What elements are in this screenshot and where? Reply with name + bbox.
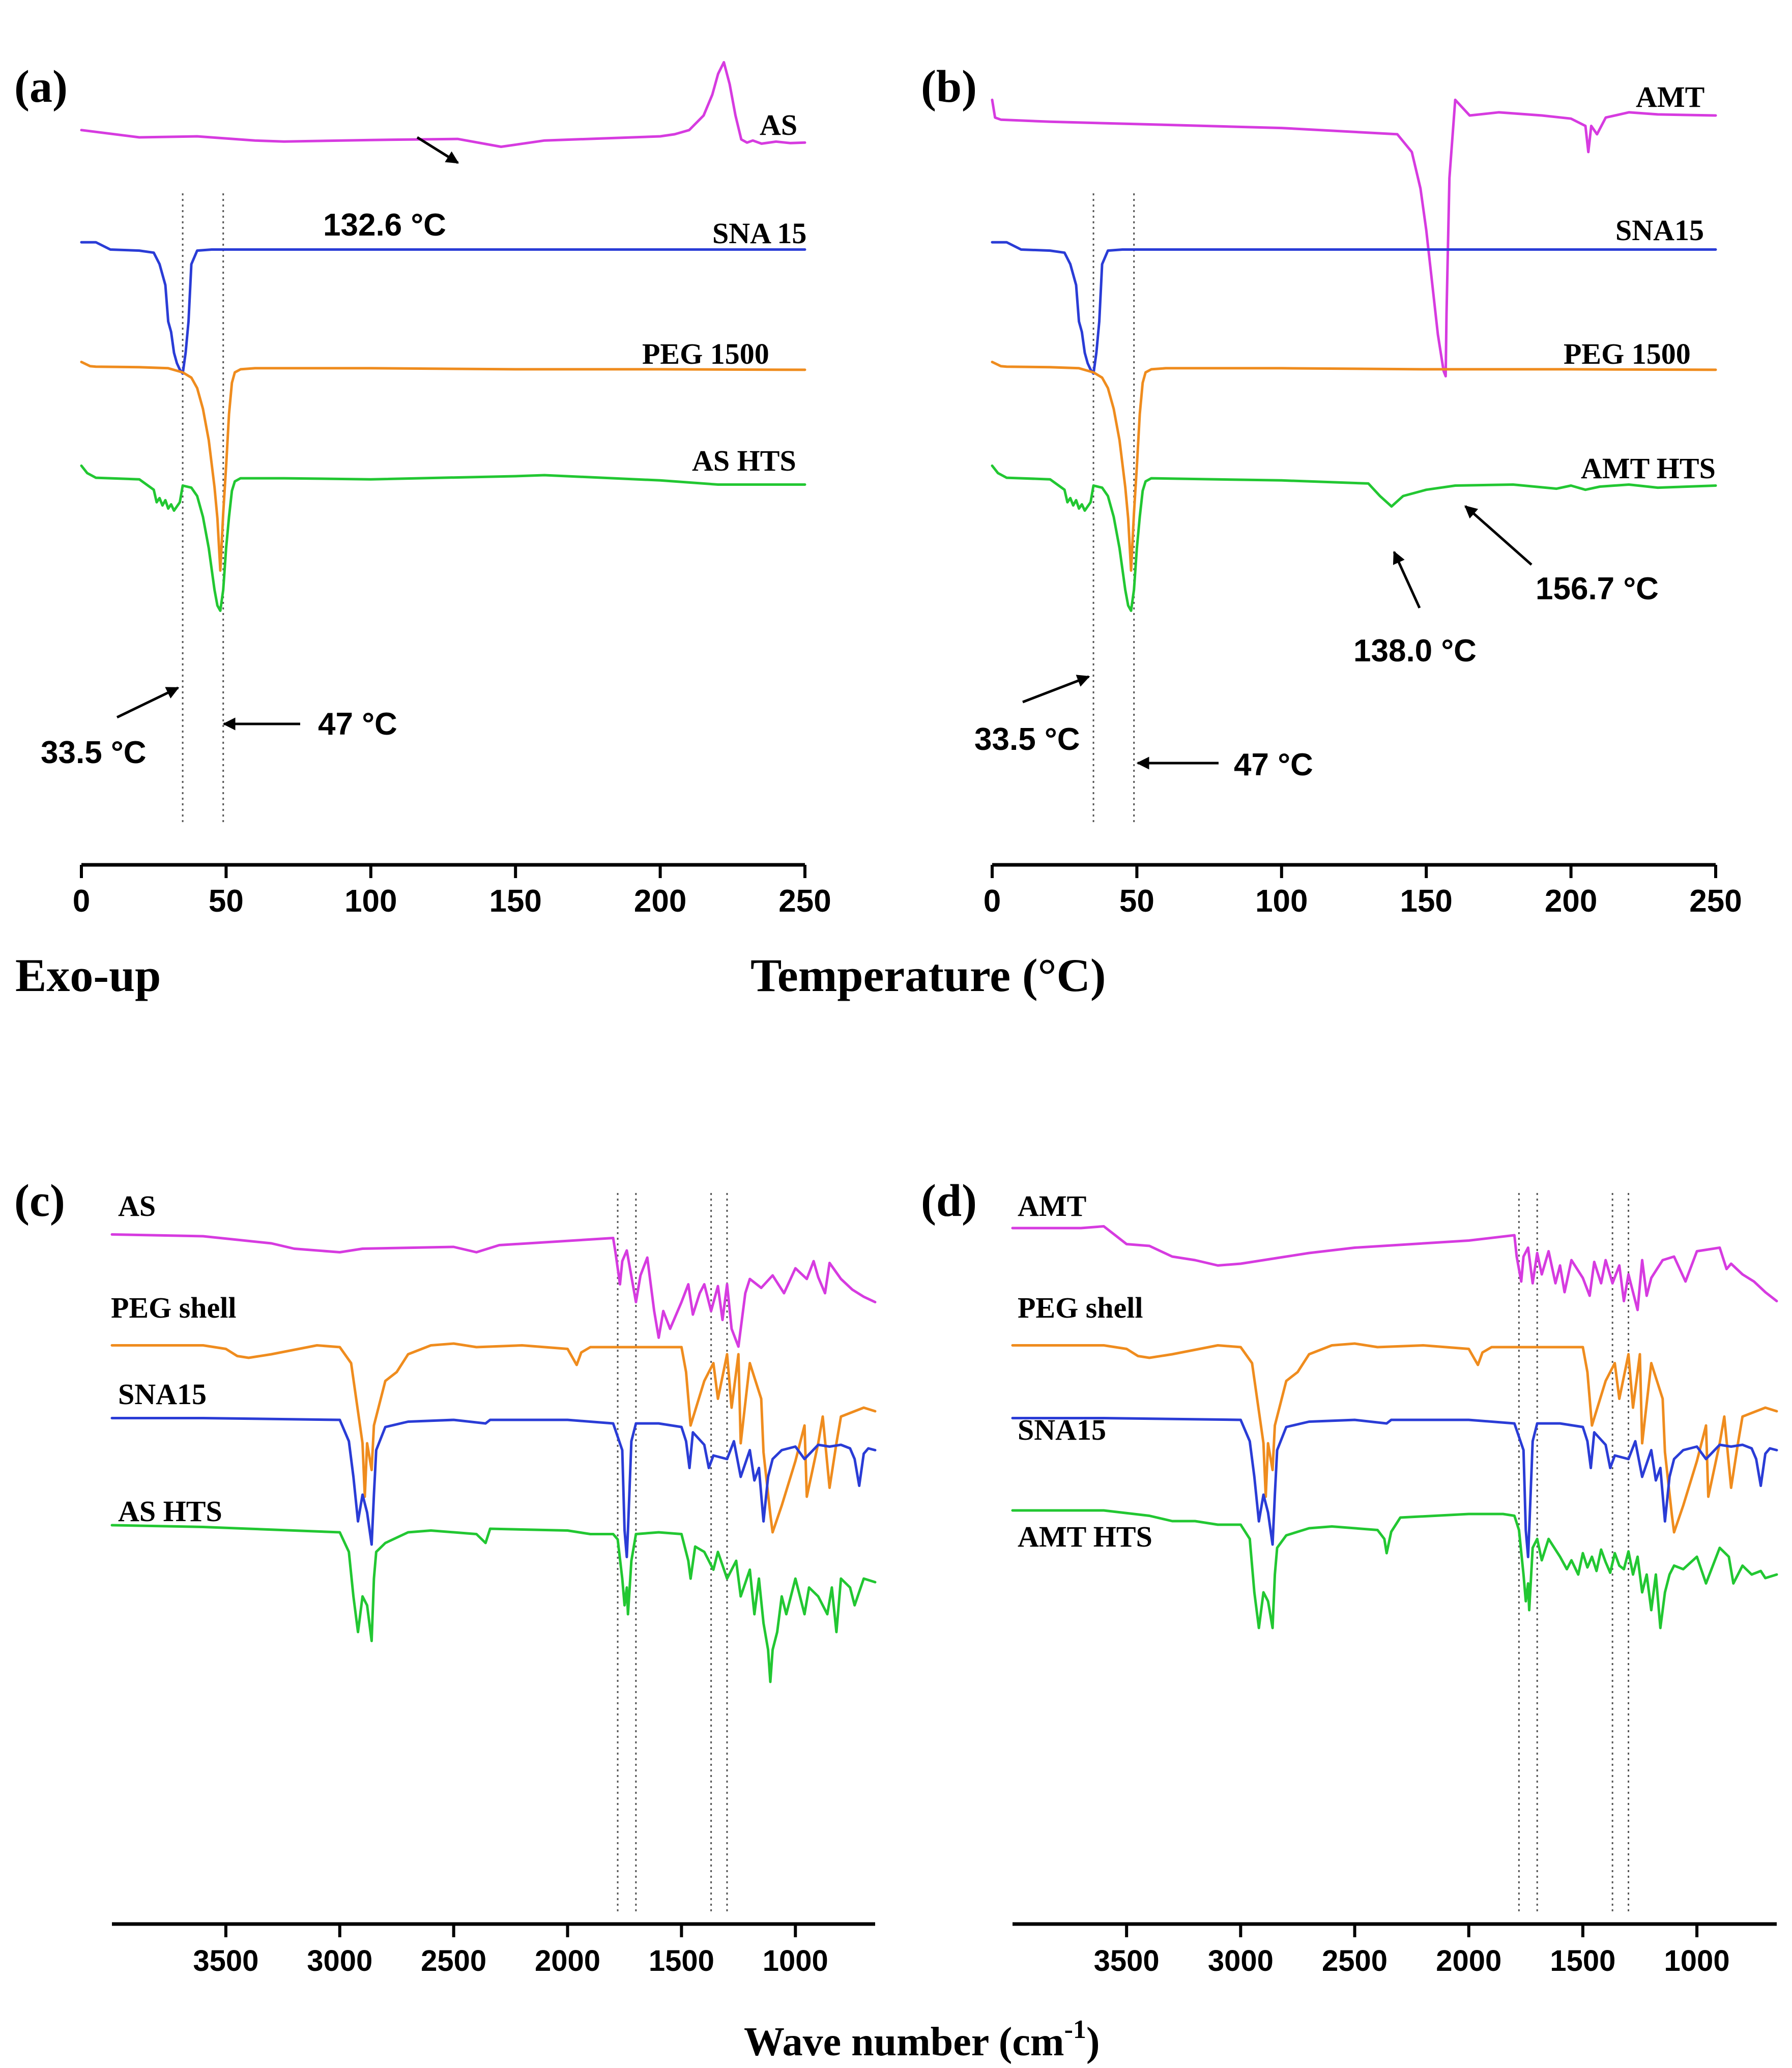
series-label-b-sna15: SNA15 — [1615, 214, 1704, 247]
series-line-c-as — [110, 1233, 877, 1348]
x-tick-label-c-2000: 2000 — [535, 1944, 600, 1977]
series-label-c-sna15: SNA15 — [118, 1378, 207, 1411]
series-line-c-peg-shell — [110, 1342, 877, 1534]
series-line-d-amt-hts — [1011, 1509, 1778, 1629]
wavenumber-axis-title-close: ) — [1086, 2020, 1100, 2064]
series-label-d-peg-shell: PEG shell — [1018, 1291, 1143, 1324]
x-tick-label-b-200: 200 — [1545, 884, 1597, 919]
panel-b-dsc-chart: AMT SNA15 PEG 1500 AMT HTS 0 50 100 150 200 250 (b… — [921, 62, 1742, 919]
panel-label-a: (a) — [14, 62, 68, 112]
series-label-c-as: AS — [118, 1189, 156, 1222]
series-line-c-as-hts — [110, 1524, 877, 1683]
series-line-a-as-hts — [80, 464, 806, 612]
x-tick-label-d-3000: 3000 — [1208, 1944, 1274, 1977]
x-tick-label-c-3000: 3000 — [307, 1944, 372, 1977]
annotation-label-a-1: 33.5 °C — [41, 735, 146, 770]
panel-d-ftir-chart: AMT PEG shell SNA15 AMT HTS 3500 3000 2500 2000… — [921, 1176, 1778, 1977]
series-line-b-amt — [991, 98, 1717, 377]
exo-up-label: Exo-up — [15, 949, 161, 1001]
annotation-arrow-a-1 — [116, 686, 180, 719]
series-label-d-amt: AMT — [1018, 1189, 1086, 1222]
x-tick-label-a-100: 100 — [344, 884, 397, 919]
x-tick-label-b-0: 0 — [984, 884, 1001, 919]
x-tick-label-d-2500: 2500 — [1322, 1944, 1388, 1977]
series-label-d-amt-hts: AMT HTS — [1018, 1520, 1152, 1553]
x-tick-label-d-2000: 2000 — [1436, 1944, 1501, 1977]
series-line-a-sna-15 — [80, 241, 806, 375]
series-label-a-as-hts: AS HTS — [692, 444, 796, 477]
series-label-b-amt-hts: AMT HTS — [1581, 452, 1716, 485]
x-tick-label-d-3500: 3500 — [1094, 1944, 1160, 1977]
x-tick-label-a-50: 50 — [209, 884, 244, 919]
panel-a-dsc-chart: AS SNA 15 PEG 1500 AS HTS 0 50 100 150 200 250 (a)… — [14, 61, 831, 919]
x-tick-label-b-250: 250 — [1689, 884, 1742, 919]
annotation-arrow-b-1 — [1393, 550, 1421, 609]
annotation-arrow-a-0 — [416, 136, 459, 164]
x-tick-label-c-3500: 3500 — [193, 1944, 258, 1977]
series-line-d-peg-shell — [1011, 1342, 1778, 1534]
series-line-c-sna15 — [110, 1417, 877, 1558]
panel-label-b: (b) — [921, 62, 977, 112]
series-label-a-as: AS — [760, 108, 797, 141]
x-tick-label-c-1500: 1500 — [649, 1944, 714, 1977]
series-label-b-amt: AMT — [1636, 80, 1704, 113]
annotation-label-a-2: 47 °C — [318, 707, 397, 742]
x-tick-label-d-1000: 1000 — [1664, 1944, 1730, 1977]
series-line-b-peg-1500 — [991, 361, 1717, 572]
annotation-label-b-1: 138.0 °C — [1353, 633, 1477, 668]
panel-label-d: (d) — [921, 1176, 977, 1226]
wavenumber-axis-title-superscript: -1 — [1064, 2015, 1086, 2044]
x-tick-label-b-50: 50 — [1119, 884, 1154, 919]
x-tick-label-c-1000: 1000 — [763, 1944, 828, 1977]
x-tick-label-c-2500: 2500 — [421, 1944, 486, 1977]
series-line-d-amt — [1011, 1225, 1778, 1312]
series-line-d-sna15 — [1011, 1417, 1778, 1558]
annotation-label-b-2: 33.5 °C — [974, 722, 1080, 757]
panel-c-ftir-chart: AS PEG shell SNA15 AS HTS 3500 3000 2500 2000 15… — [14, 1176, 877, 1977]
wavenumber-axis-title-main: Wave number (cm — [744, 2020, 1064, 2064]
x-tick-label-a-150: 150 — [489, 884, 541, 919]
series-label-b-peg-1500: PEG 1500 — [1564, 337, 1691, 370]
series-line-b-amt-hts — [991, 464, 1717, 612]
series-label-d-sna15: SNA15 — [1018, 1413, 1106, 1446]
series-label-a-sna-15: SNA 15 — [712, 217, 806, 250]
x-tick-label-d-1500: 1500 — [1550, 1944, 1615, 1977]
annotation-arrow-b-2 — [1022, 675, 1090, 704]
panel-label-c: (c) — [14, 1176, 65, 1226]
annotation-label-b-3: 47 °C — [1234, 747, 1313, 782]
annotation-arrow-b-0 — [1464, 505, 1533, 566]
series-label-c-peg-shell: PEG shell — [111, 1291, 237, 1324]
wavenumber-axis-title: Wave number (cm-1) — [744, 2015, 1100, 2064]
series-label-a-peg-1500: PEG 1500 — [642, 337, 769, 370]
x-tick-label-a-200: 200 — [634, 884, 686, 919]
series-label-c-as-hts: AS HTS — [118, 1495, 222, 1528]
x-tick-label-a-0: 0 — [73, 884, 90, 919]
series-line-a-as — [80, 61, 806, 148]
x-tick-label-a-250: 250 — [778, 884, 831, 919]
annotation-label-a-0: 132.6 °C — [323, 208, 446, 243]
x-tick-label-b-150: 150 — [1400, 884, 1452, 919]
series-line-a-peg-1500 — [80, 361, 806, 572]
annotation-label-b-0: 156.7 °C — [1536, 571, 1659, 606]
temperature-axis-title: Temperature (°C) — [750, 949, 1106, 1001]
series-line-b-sna15 — [991, 241, 1717, 375]
x-tick-label-b-100: 100 — [1255, 884, 1308, 919]
